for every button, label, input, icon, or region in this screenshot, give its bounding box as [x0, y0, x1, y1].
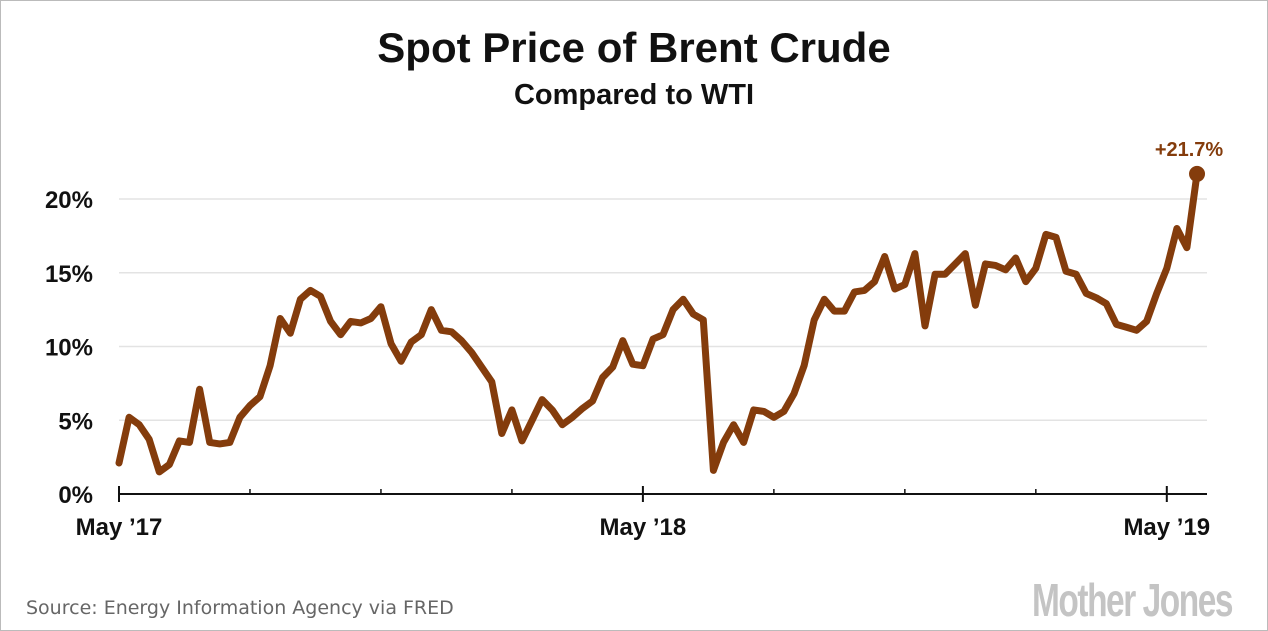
x-tick-label: May ’17	[76, 514, 163, 541]
mother-jones-logo: Mother Jones	[1032, 574, 1232, 626]
x-tick-label: May ’18	[600, 514, 687, 541]
y-tick-label: 5%	[58, 408, 93, 435]
y-tick-label: 15%	[45, 261, 93, 288]
series-line-brent-premium	[115, 170, 1201, 476]
y-tick-label: 0%	[58, 482, 93, 509]
chart-title: Spot Price of Brent Crude	[377, 24, 890, 71]
source-note: Source: Energy Information Agency via FR…	[26, 597, 454, 619]
y-tick-label: 20%	[45, 187, 93, 214]
x-tick-label: May ’19	[1123, 514, 1210, 541]
end-point-marker	[1189, 165, 1206, 182]
y-tick-label: 10%	[45, 335, 93, 362]
chart-subtitle: Compared to WTI	[514, 79, 754, 111]
end-point-label: +21.7%	[1155, 139, 1224, 161]
